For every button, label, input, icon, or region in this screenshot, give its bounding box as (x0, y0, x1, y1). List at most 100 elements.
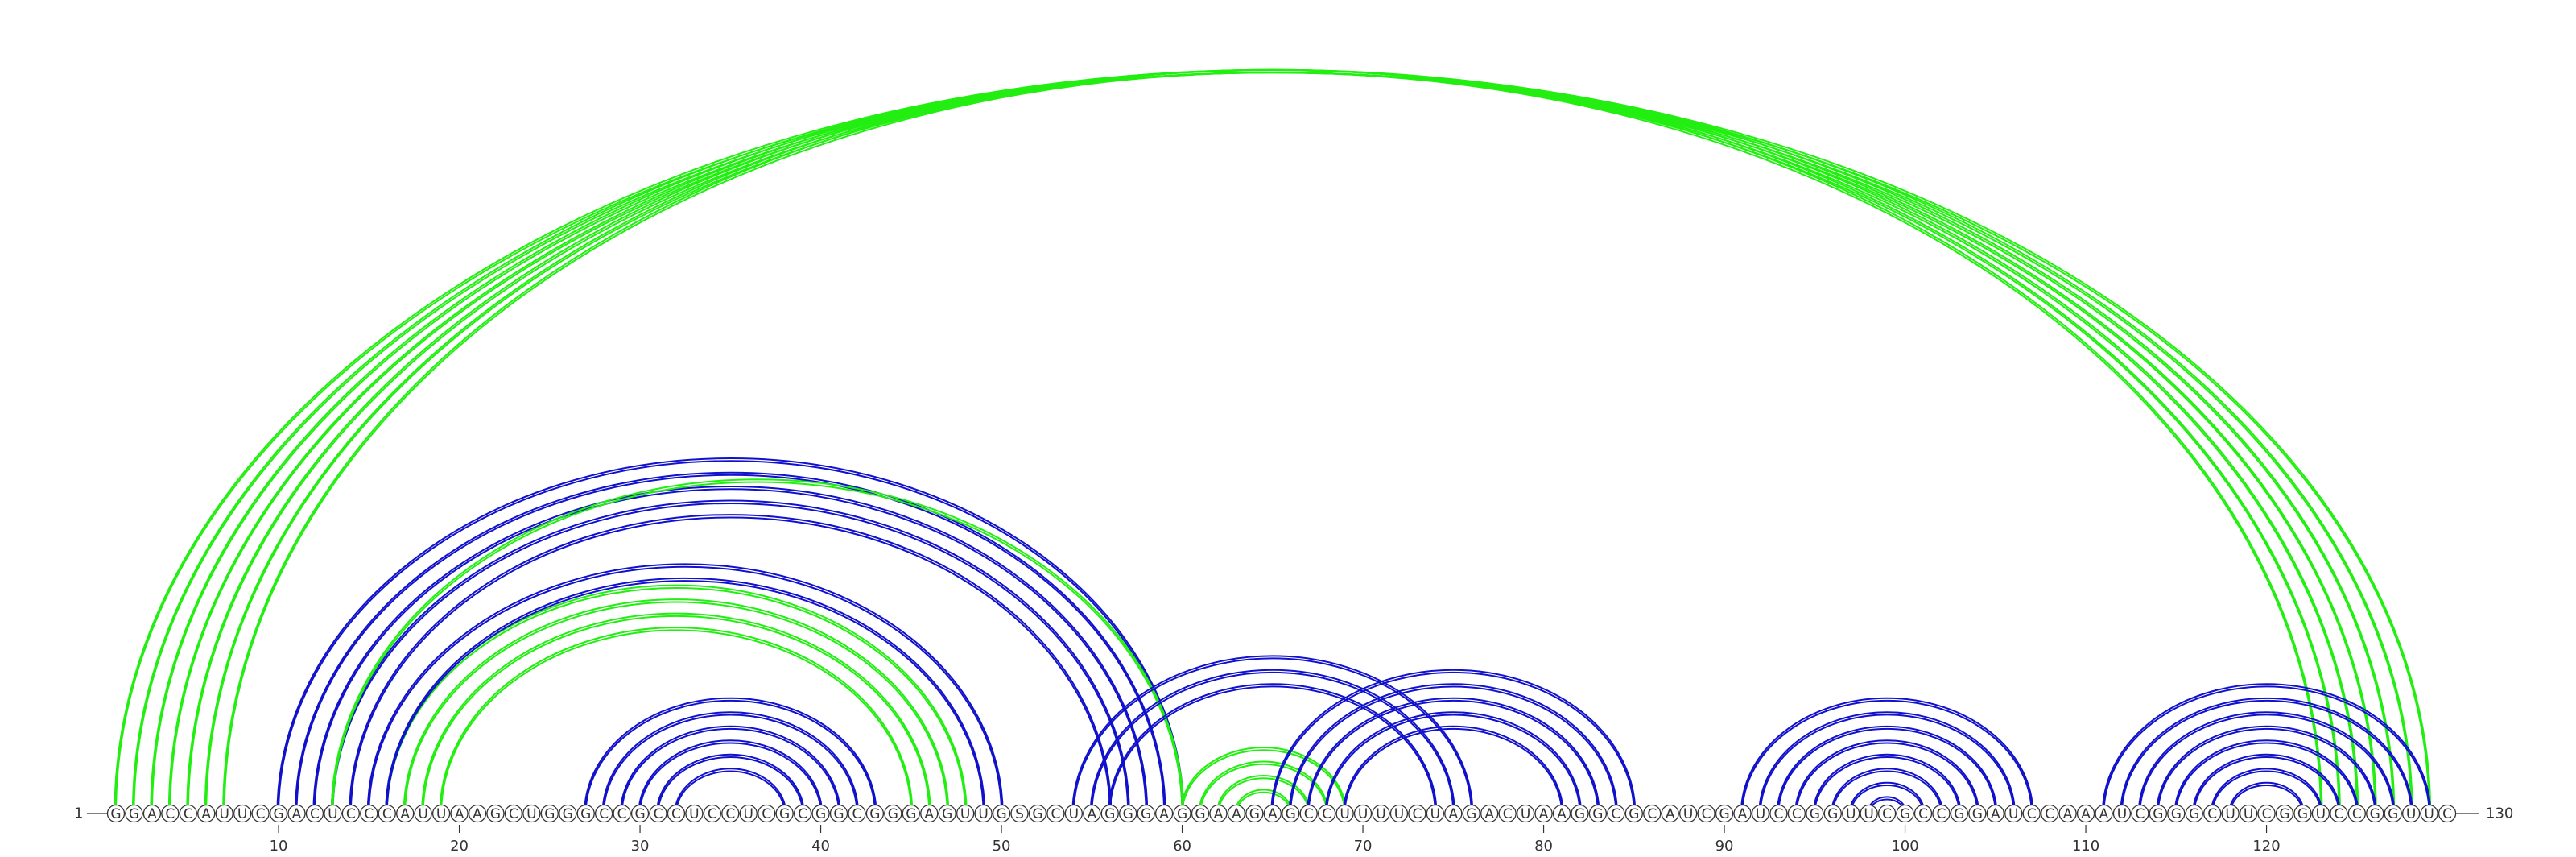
base-pair-arc (1290, 685, 1617, 814)
nucleotide-letter: G (634, 806, 645, 822)
nucleotide-letter: A (1448, 806, 1458, 822)
nucleotide-letter: C (310, 806, 320, 822)
nucleotide: G (992, 804, 1011, 823)
nucleotide-letter: U (1394, 806, 1404, 822)
nucleotide: G (1823, 804, 1842, 823)
nucleotide-letter: C (1322, 806, 1331, 822)
nucleotide-circle (396, 804, 415, 823)
base-pair-arc (1072, 657, 1472, 814)
base-pair-arc (638, 739, 824, 814)
nucleotide: C (848, 804, 866, 823)
nucleotide-letter: C (382, 806, 392, 822)
nucleotide: G (884, 804, 902, 823)
nucleotide-letter: C (599, 806, 609, 822)
nucleotide-letter: C (654, 806, 663, 822)
nucleotide: U (1842, 804, 1860, 823)
nucleotide-letter: C (725, 806, 735, 822)
nucleotide-circle (251, 804, 270, 823)
nucleotide-circle (1209, 804, 1228, 823)
nucleotide: U (2311, 804, 2330, 823)
base-pair-arc (2101, 683, 2432, 814)
base-pair-arc (402, 598, 950, 814)
base-pair-arc (1179, 747, 1348, 814)
base-pair-arc (2192, 753, 2341, 814)
nucleotide-circle (341, 804, 361, 823)
nucleotide-letter: U (689, 806, 699, 822)
nucleotide: A (2058, 804, 2077, 823)
nucleotide: C (2438, 804, 2457, 823)
nucleotide-circle (1806, 804, 1824, 823)
nucleotide-circle (1697, 804, 1715, 823)
nucleotide-circle (414, 804, 432, 823)
nucleotide: C (595, 804, 613, 823)
nucleotide-circle (2058, 804, 2077, 823)
base-pair-arc (1812, 753, 1962, 814)
nucleotide-circle (902, 804, 920, 823)
nucleotide: G (559, 804, 577, 823)
nucleotide-letter: G (1249, 806, 1260, 822)
nucleotide-letter: G (906, 806, 916, 822)
base-pair-arc (601, 711, 860, 814)
nucleotide: A (1263, 804, 1282, 823)
nucleotide: U (1064, 804, 1083, 823)
nucleotide-letter: G (1900, 806, 1910, 822)
nucleotide-letter: C (364, 806, 374, 822)
base-pair-arc (2120, 699, 2413, 814)
base-pair-arc (421, 612, 931, 814)
nucleotide: G (1715, 804, 1734, 823)
nucleotide: U (1389, 804, 1409, 823)
nucleotide: U (1516, 804, 1535, 823)
nucleotide-circle (938, 804, 956, 823)
base-pair-arcs (114, 68, 2432, 814)
base-pair-arc (1217, 777, 1310, 814)
nucleotide-letter: U (436, 806, 446, 822)
nucleotide-circle (1860, 804, 1878, 823)
nucleotide-letter: G (1810, 806, 1820, 822)
base-pair-arc (276, 457, 1185, 814)
nucleotide-circle (269, 804, 288, 823)
nucleotide: U (1353, 804, 1373, 823)
nucleotide-circle (2022, 804, 2041, 823)
nucleotide: A (197, 804, 216, 823)
nucleotide: G (1245, 804, 1264, 823)
nucleotide-letter: C (256, 806, 266, 822)
nucleotide-letter: C (2442, 806, 2452, 822)
nucleotide-letter: G (815, 806, 826, 822)
base-pair-arc (1795, 742, 1979, 814)
nucleotide: C (341, 804, 361, 823)
nucleotide-letter: C (671, 806, 681, 822)
tick-label: 10 (270, 838, 288, 855)
base-pair-arc (1108, 683, 1438, 814)
base-pair-arc (169, 72, 2376, 814)
nucleotide-circle (775, 804, 794, 823)
nucleotide: C (1769, 804, 1788, 823)
base-pair-arc (1199, 763, 1328, 814)
nucleotide-letter: U (2117, 806, 2127, 822)
nucleotide-letter: C (1702, 806, 1711, 822)
base-pair-arc (313, 488, 1147, 814)
nucleotide-letter: G (2297, 806, 2308, 822)
nucleotide: U (739, 804, 758, 823)
nucleotide-letter: C (1051, 806, 1060, 822)
nucleotide-letter: C (2135, 806, 2145, 822)
base-pair-arc (1198, 760, 1329, 814)
nucleotide-circle (721, 804, 740, 823)
base-pair-arc (167, 68, 2377, 814)
base-pair-arc (312, 486, 1149, 814)
nucleotide-letter: U (418, 806, 427, 822)
nucleotide: G (1282, 804, 1300, 823)
nucleotide-letter: C (852, 806, 862, 822)
nucleotide: C (1787, 804, 1806, 823)
tick-label: 100 (1891, 838, 1918, 855)
nucleotide-circle (179, 804, 197, 823)
nucleotide-circle (1100, 804, 1119, 823)
nucleotide-letter: C (2207, 806, 2217, 822)
nucleotide-letter: C (1503, 806, 1513, 822)
nucleotide: C (1913, 804, 1933, 823)
nucleotide-circle (450, 804, 469, 823)
nucleotide: G (1191, 804, 1210, 823)
base-pair-arc (1777, 727, 1996, 814)
nucleotide: U (1372, 804, 1390, 823)
nucleotide: G (1173, 804, 1191, 823)
nucleotide-letter: A (201, 806, 211, 822)
